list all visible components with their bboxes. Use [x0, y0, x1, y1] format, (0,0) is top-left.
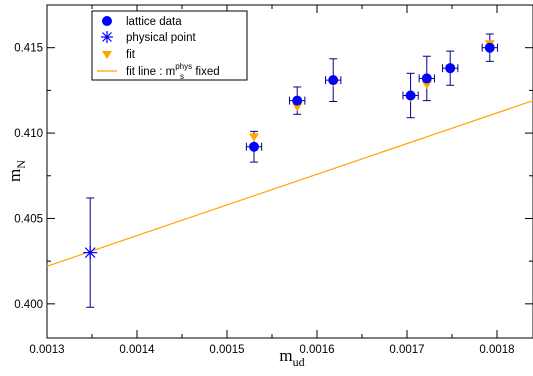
x-tick-label: 0.0013: [29, 344, 64, 356]
x-tick-label: 0.0016: [299, 344, 334, 356]
y-tick-label: 0.400: [14, 299, 43, 311]
physical-point-stroke: [84, 247, 96, 259]
lattice-point: [249, 141, 259, 152]
x-tick-label: 0.0014: [119, 344, 155, 356]
legend-label-fitline: fit line : mphys fixed: [126, 62, 220, 78]
x-tick-label: 0.0017: [389, 344, 424, 356]
y-tick-label: 0.410: [14, 128, 43, 140]
legend-label-fitline-sub: s: [180, 72, 184, 81]
legend-marker-fit: [102, 51, 112, 59]
lattice-point: [484, 42, 495, 53]
y-tick-label: 0.415: [14, 43, 43, 55]
legend: lattice data physical point fit fit line…: [91, 10, 248, 81]
legend-marker-physical: [101, 31, 113, 43]
ticks-layer: 0.0013 0.0014 0.0015 0.0016 0.0017 0.0018 0.40…: [14, 5, 533, 356]
lattice-point: [328, 75, 339, 86]
lattice-point: [421, 73, 432, 84]
lattice-point: [405, 90, 416, 101]
fit-line: [46, 100, 533, 267]
x-axis-label: mud: [279, 346, 304, 369]
legend-label-physical: physical point: [126, 32, 196, 44]
fit-point: [292, 103, 303, 112]
x-tick-label: 0.0015: [209, 344, 244, 356]
lattice-point: [445, 63, 456, 74]
y-axis-label: mN: [5, 160, 28, 182]
x-tick-label: 0.0018: [479, 344, 514, 356]
plot-frame: [46, 4, 533, 339]
physical-point: [83, 245, 98, 260]
fit-point: [421, 81, 432, 90]
fit-point: [249, 133, 259, 142]
legend-box: [91, 10, 248, 81]
legend-marker-lattice: [102, 16, 112, 26]
lattice-point: [292, 95, 303, 106]
legend-label-lattice: lattice data: [126, 16, 182, 28]
y-tick-label: 0.405: [14, 213, 43, 225]
points-layer: [83, 40, 495, 260]
legend-label-fit: fit: [126, 49, 136, 61]
fit-line-layer: [46, 100, 533, 267]
